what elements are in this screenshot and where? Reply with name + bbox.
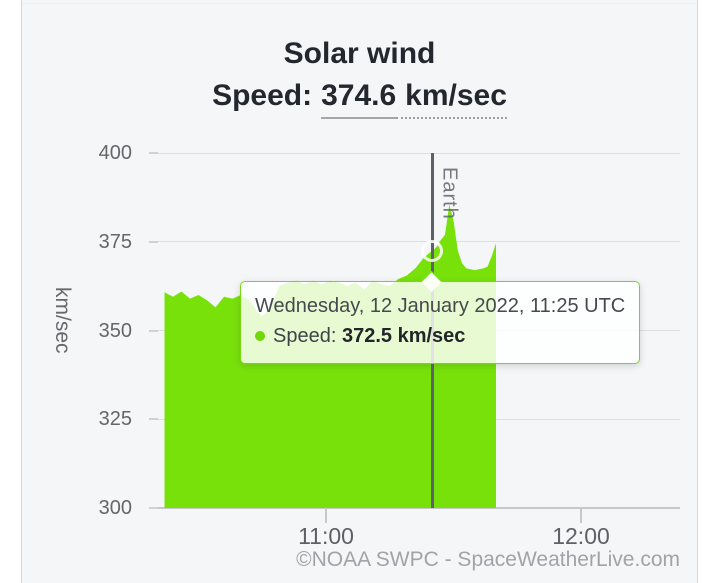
y-axis-title: km/sec bbox=[51, 287, 74, 354]
y-axis-tick bbox=[149, 418, 158, 421]
x-axis-line bbox=[158, 507, 680, 509]
y-tick-label: 350 bbox=[98, 319, 132, 342]
y-gridline bbox=[158, 241, 680, 243]
earth-plotline-label: Earth bbox=[438, 167, 461, 220]
chart-tooltip: Wednesday, 12 January 2022, 11:25 UTC Sp… bbox=[240, 281, 641, 364]
chart-subtitle: Speed: 374.6 km/sec bbox=[21, 79, 698, 119]
top-divider bbox=[22, 3, 697, 4]
subtitle-unit[interactable]: km/sec bbox=[396, 79, 507, 119]
x-tick-label: 11:00 bbox=[298, 523, 354, 549]
y-tick-label: 375 bbox=[98, 230, 132, 253]
series-dot-icon bbox=[255, 331, 265, 341]
y-axis-tick bbox=[149, 329, 158, 332]
y-tick-label: 325 bbox=[98, 408, 132, 431]
tooltip-datetime: Wednesday, 12 January 2022, 11:25 UTC bbox=[255, 295, 626, 317]
tooltip-series-label: Speed: bbox=[273, 325, 337, 347]
x-tick-label: 12:00 bbox=[552, 523, 610, 549]
chart-title: Solar wind bbox=[283, 37, 436, 70]
tooltip-series-row: Speed: 372.5 km/sec bbox=[255, 321, 625, 352]
hover-marker[interactable] bbox=[421, 239, 444, 262]
y-tick-label: 300 bbox=[98, 497, 132, 519]
x-axis-tick bbox=[325, 508, 327, 523]
y-tick-label: 400 bbox=[98, 142, 132, 164]
tooltip-value: 372.5 km/sec bbox=[341, 325, 466, 347]
y-axis-tick bbox=[149, 152, 158, 154]
subtitle-value[interactable]: 374.6 bbox=[321, 79, 397, 119]
subtitle-label: Speed: bbox=[212, 79, 313, 112]
y-axis-tick bbox=[149, 507, 158, 509]
y-gridline bbox=[158, 152, 680, 154]
credit-text: ©NOAA SWPC - SpaceWeatherLive.com bbox=[296, 548, 680, 571]
y-axis-tick bbox=[149, 240, 158, 243]
y-gridline bbox=[158, 418, 680, 420]
x-axis-tick bbox=[580, 508, 582, 523]
